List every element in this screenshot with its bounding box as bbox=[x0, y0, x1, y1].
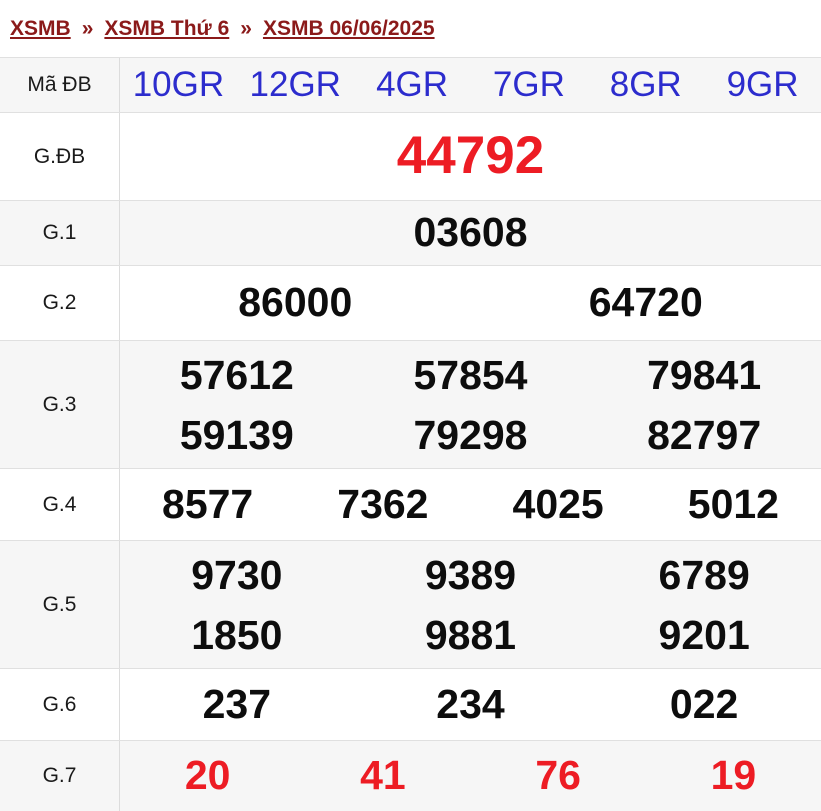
row-values: 8577 7362 4025 5012 bbox=[120, 469, 821, 540]
row-values: 9730 9389 6789 1850 9881 9201 bbox=[120, 541, 821, 668]
db-code: 10GR bbox=[132, 64, 225, 104]
prize-number: 9881 bbox=[424, 611, 517, 658]
table-row-g1: G.1 03608 bbox=[0, 200, 821, 265]
breadcrumb: XSMB » XSMB Thứ 6 » XSMB 06/06/2025 bbox=[0, 0, 821, 57]
row-values: 10GR 12GR 4GR 7GR 8GR 9GR bbox=[120, 58, 821, 112]
table-row-g2: G.2 86000 64720 bbox=[0, 265, 821, 340]
prize-number: 19 bbox=[710, 752, 757, 799]
db-code: 12GR bbox=[249, 64, 341, 104]
prize-number: 82797 bbox=[647, 411, 762, 458]
prize-number: 6789 bbox=[658, 551, 750, 598]
table-row-g-db: G.ĐB 44792 bbox=[0, 112, 821, 200]
breadcrumb-separator: » bbox=[81, 16, 94, 40]
prize-number: 41 bbox=[360, 752, 406, 799]
prize-number: 57854 bbox=[413, 351, 528, 398]
prize-number: 79841 bbox=[647, 351, 762, 398]
row-label: G.2 bbox=[0, 266, 120, 340]
prize-number: 5012 bbox=[687, 480, 779, 527]
prize-number: 8577 bbox=[162, 480, 254, 527]
row-label: G.5 bbox=[0, 541, 120, 668]
prize-number: 4025 bbox=[512, 480, 604, 527]
row-values: 44792 bbox=[120, 113, 821, 200]
prize-number: 9730 bbox=[191, 551, 283, 598]
db-code: 8GR bbox=[609, 64, 682, 104]
row-label: G.4 bbox=[0, 469, 120, 540]
table-row-g5: G.5 9730 9389 6789 1850 9881 9201 bbox=[0, 540, 821, 668]
row-label: G.3 bbox=[0, 341, 120, 468]
prize-number: 86000 bbox=[238, 279, 353, 326]
prize-number: 237 bbox=[202, 680, 272, 727]
db-code: 9GR bbox=[726, 64, 799, 104]
table-row-g4: G.4 8577 7362 4025 5012 bbox=[0, 468, 821, 540]
row-values: 03608 bbox=[120, 201, 821, 265]
prize-number: 79298 bbox=[413, 411, 528, 458]
lottery-results-table: Mã ĐB 10GR 12GR 4GR 7GR 8GR 9GR G.ĐB 44792 G.… bbox=[0, 57, 821, 811]
row-label: G.6 bbox=[0, 669, 120, 740]
table-row-ma-db: Mã ĐB 10GR 12GR 4GR 7GR 8GR 9GR bbox=[0, 57, 821, 112]
row-values: 237 234 022 bbox=[120, 669, 821, 740]
breadcrumb-link-xsmb-date[interactable]: XSMB 06/06/2025 bbox=[262, 16, 435, 40]
table-row-g7: G.7 20 41 76 19 bbox=[0, 740, 821, 811]
prize-number: 76 bbox=[535, 752, 581, 799]
row-values: 20 41 76 19 bbox=[120, 741, 821, 811]
table-row-g3: G.3 57612 57854 79841 59139 79298 82797 bbox=[0, 340, 821, 468]
db-code: 7GR bbox=[492, 64, 565, 104]
prize-number: 022 bbox=[669, 680, 739, 727]
prize-number: 03608 bbox=[413, 209, 528, 256]
table-row-g6: G.6 237 234 022 bbox=[0, 668, 821, 740]
prize-number: 57612 bbox=[179, 351, 294, 398]
row-label: G.7 bbox=[0, 741, 120, 811]
prize-number: 1850 bbox=[191, 611, 283, 658]
special-prize-number: 44792 bbox=[396, 126, 545, 186]
prize-number: 20 bbox=[184, 752, 231, 799]
breadcrumb-link-xsmb[interactable]: XSMB bbox=[10, 16, 71, 40]
prize-number: 7362 bbox=[337, 480, 429, 527]
prize-number: 9389 bbox=[424, 551, 517, 598]
row-label: G.1 bbox=[0, 201, 120, 265]
row-values: 57612 57854 79841 59139 79298 82797 bbox=[120, 341, 821, 468]
row-values: 86000 64720 bbox=[120, 266, 821, 340]
prize-number: 59139 bbox=[179, 411, 294, 458]
prize-number: 64720 bbox=[588, 279, 703, 326]
prize-number: 234 bbox=[436, 680, 505, 727]
breadcrumb-link-xsmb-thu-6[interactable]: XSMB Thứ 6 bbox=[104, 16, 230, 40]
row-label: Mã ĐB bbox=[0, 58, 120, 112]
breadcrumb-separator: » bbox=[240, 16, 252, 40]
row-label: G.ĐB bbox=[0, 113, 120, 200]
db-code: 4GR bbox=[376, 64, 449, 104]
prize-number: 9201 bbox=[658, 611, 750, 658]
